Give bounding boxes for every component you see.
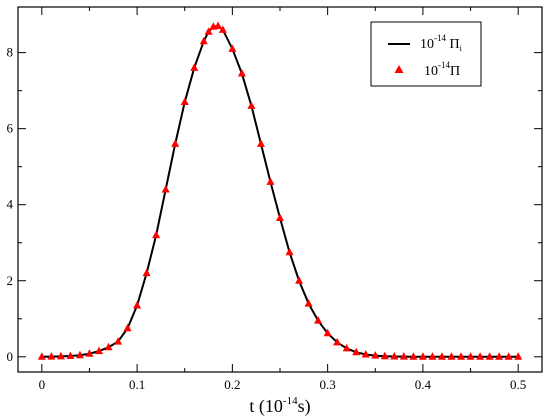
y-tick-label: 0 bbox=[7, 349, 14, 364]
data-point-marker bbox=[428, 352, 437, 360]
x-tick-label: 0 bbox=[39, 377, 46, 392]
data-point-marker bbox=[409, 352, 418, 360]
data-point-marker bbox=[152, 230, 161, 239]
legend: 10-14 Πi 10-14Π bbox=[370, 21, 482, 87]
data-point-marker bbox=[314, 316, 323, 324]
x-tick-label: 0.2 bbox=[224, 377, 240, 392]
data-point-marker bbox=[171, 139, 180, 147]
data-point-marker bbox=[37, 352, 46, 360]
legend-label-pi: 10-14Π bbox=[424, 60, 460, 79]
data-point-marker bbox=[56, 351, 65, 360]
data-point-marker bbox=[466, 352, 475, 360]
data-point-marker bbox=[104, 342, 113, 351]
data-point-marker bbox=[295, 276, 304, 284]
data-point-marker bbox=[190, 63, 199, 71]
data-point-marker bbox=[276, 213, 284, 222]
data-point-marker bbox=[333, 337, 342, 346]
data-point-marker bbox=[133, 300, 142, 309]
data-point-marker bbox=[85, 349, 94, 357]
legend-triangle-swatch bbox=[394, 65, 404, 73]
data-point-marker bbox=[180, 97, 189, 106]
data-point-marker bbox=[114, 337, 123, 345]
data-point-marker bbox=[514, 352, 523, 360]
data-point-marker bbox=[485, 352, 494, 360]
data-point-marker bbox=[380, 351, 389, 360]
x-tick-label: 0.4 bbox=[415, 377, 432, 392]
series-markers bbox=[37, 21, 523, 360]
data-point-marker bbox=[304, 299, 313, 307]
x-axis-title: t (10-14s) bbox=[249, 395, 310, 417]
data-point-marker bbox=[94, 346, 103, 355]
data-point-marker bbox=[352, 347, 361, 356]
x-tick-label: 0.5 bbox=[510, 377, 526, 392]
data-point-marker bbox=[371, 351, 380, 359]
data-point-marker bbox=[361, 350, 370, 358]
data-point-marker bbox=[495, 352, 504, 360]
data-point-marker bbox=[390, 352, 399, 360]
data-point-marker bbox=[247, 101, 256, 109]
y-tick-label: 8 bbox=[7, 45, 14, 60]
data-point-marker bbox=[504, 352, 513, 360]
data-point-marker bbox=[476, 352, 485, 360]
data-point-marker bbox=[399, 352, 408, 360]
y-tick-label: 2 bbox=[7, 273, 14, 288]
data-point-marker bbox=[228, 44, 237, 52]
data-point-marker bbox=[457, 352, 466, 360]
y-tick-label: 4 bbox=[7, 197, 14, 212]
axis-ticks: 0 0.1 0.2 0.3 0.4 0.5 0 2 4 6 8 bbox=[7, 7, 542, 392]
data-point-marker bbox=[75, 350, 84, 359]
data-point-marker bbox=[266, 177, 275, 185]
data-point-marker bbox=[342, 343, 351, 352]
legend-box bbox=[370, 21, 482, 87]
data-point-marker bbox=[161, 185, 170, 193]
data-point-marker bbox=[447, 352, 456, 360]
x-tick-label: 0.1 bbox=[129, 377, 145, 392]
data-point-marker bbox=[199, 36, 208, 45]
x-tick-label: 0.3 bbox=[320, 377, 336, 392]
data-point-marker bbox=[237, 69, 246, 77]
data-point-marker bbox=[66, 351, 75, 360]
data-point-marker bbox=[285, 247, 294, 256]
data-point-marker bbox=[204, 27, 213, 35]
data-point-marker bbox=[123, 323, 132, 332]
data-point-marker bbox=[214, 21, 223, 30]
data-point-marker bbox=[142, 268, 151, 277]
data-point-marker bbox=[218, 25, 227, 33]
data-point-marker bbox=[437, 352, 446, 360]
y-tick-label: 6 bbox=[7, 121, 14, 136]
data-point-marker bbox=[323, 328, 332, 337]
legend-label-pi-i: 10-14 Πi bbox=[420, 33, 463, 53]
data-point-marker bbox=[47, 352, 56, 360]
data-point-marker bbox=[256, 139, 265, 147]
data-point-marker bbox=[418, 352, 427, 360]
